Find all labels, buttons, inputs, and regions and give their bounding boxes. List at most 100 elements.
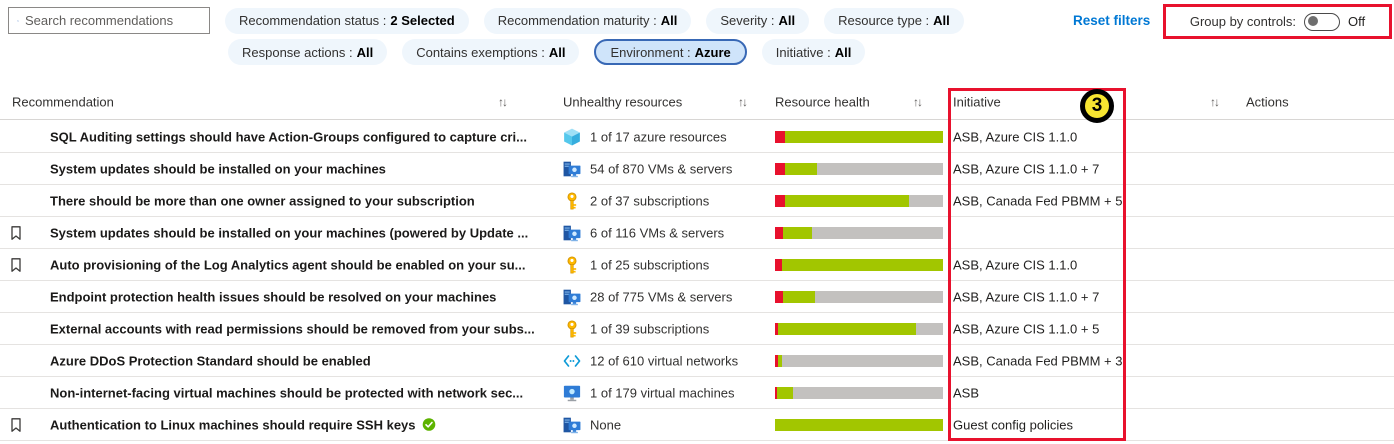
group-by-controls-annotation-box: Group by controls: Off bbox=[1163, 4, 1392, 39]
filter-value: All bbox=[548, 44, 566, 60]
filter-label: Environment : bbox=[610, 44, 691, 60]
filter-pill-severity[interactable]: Severity : All bbox=[706, 7, 810, 34]
vm-server-icon bbox=[563, 161, 581, 177]
search-input[interactable] bbox=[25, 13, 201, 28]
recommendation-title[interactable]: Azure DDoS Protection Standard should be… bbox=[50, 353, 371, 368]
resource-health-bar bbox=[775, 130, 943, 143]
table-row[interactable]: Auto provisioning of the Log Analytics a… bbox=[0, 249, 1394, 281]
sort-icon[interactable]: ↑↓ bbox=[738, 95, 748, 109]
table-row[interactable]: SQL Auditing settings should have Action… bbox=[0, 121, 1394, 153]
initiative-value: ASB, Canada Fed PBMM + 3 bbox=[953, 353, 1123, 368]
table-row[interactable]: Endpoint protection health issues should… bbox=[0, 281, 1394, 313]
group-by-controls-label: Group by controls: bbox=[1189, 14, 1297, 29]
search-box[interactable] bbox=[8, 7, 210, 34]
bookmark-icon[interactable] bbox=[8, 417, 24, 433]
verified-check-icon bbox=[421, 417, 436, 432]
unhealthy-resources-count: None bbox=[590, 417, 622, 432]
filter-value: All bbox=[834, 44, 852, 60]
resource-health-bar bbox=[775, 258, 943, 271]
virtual-machine-icon bbox=[563, 385, 581, 401]
filter-value: Azure bbox=[694, 44, 731, 60]
column-header-unhealthy-resources[interactable]: Unhealthy resources bbox=[563, 94, 683, 110]
azure-resource-icon bbox=[564, 128, 580, 145]
filter-value: All bbox=[356, 44, 374, 60]
bookmark-icon[interactable] bbox=[8, 257, 24, 273]
sort-icon[interactable]: ↑↓ bbox=[498, 95, 508, 109]
filter-label: Contains exemptions : bbox=[416, 44, 545, 60]
filter-label: Resource type : bbox=[838, 13, 930, 28]
table-row[interactable]: There should be more than one owner assi… bbox=[0, 185, 1394, 217]
virtual-network-icon bbox=[563, 354, 581, 367]
initiative-value: ASB, Azure CIS 1.1.0 + 7 bbox=[953, 289, 1100, 304]
subscription-key-icon bbox=[567, 319, 577, 338]
resource-health-bar bbox=[775, 194, 943, 207]
vm-server-icon bbox=[563, 289, 581, 305]
column-header-recommendation[interactable]: Recommendation bbox=[12, 94, 114, 110]
vm-server-icon bbox=[563, 417, 581, 433]
initiative-value: ASB, Azure CIS 1.1.0 + 5 bbox=[953, 321, 1100, 336]
recommendation-title[interactable]: SQL Auditing settings should have Action… bbox=[50, 129, 527, 144]
resource-health-bar bbox=[775, 162, 943, 175]
filter-pill-contains-exemptions[interactable]: Contains exemptions : All bbox=[402, 39, 580, 65]
unhealthy-resources-count: 1 of 25 subscriptions bbox=[590, 257, 710, 272]
resource-health-bar bbox=[775, 290, 943, 303]
unhealthy-resources-count: 6 of 116 VMs & servers bbox=[590, 225, 725, 240]
filter-value: All bbox=[660, 13, 678, 28]
recommendation-title-text: Authentication to Linux machines should … bbox=[50, 417, 416, 432]
unhealthy-resources-count: 1 of 39 subscriptions bbox=[590, 321, 710, 336]
filter-pill-recommendation-status[interactable]: Recommendation status : 2 Selected bbox=[225, 7, 469, 34]
sort-icon[interactable]: ↑↓ bbox=[1210, 95, 1220, 109]
sort-icon[interactable]: ↑↓ bbox=[913, 95, 923, 109]
filter-pill-resource-type[interactable]: Resource type : All bbox=[824, 7, 964, 34]
table-row[interactable]: Non-internet-facing virtual machines sho… bbox=[0, 377, 1394, 409]
filter-pill-recommendation-maturity[interactable]: Recommendation maturity : All bbox=[483, 7, 692, 34]
subscription-key-icon bbox=[567, 191, 577, 210]
table-row[interactable]: System updates should be installed on yo… bbox=[0, 153, 1394, 185]
column-header-initiative[interactable]: Initiative bbox=[953, 94, 1001, 110]
table-header: Recommendation ↑↓ Unhealthy resources ↑↓… bbox=[0, 85, 1394, 120]
recommendation-title[interactable]: System updates should be installed on yo… bbox=[50, 161, 386, 176]
unhealthy-resources-count: 1 of 179 virtual machines bbox=[590, 385, 735, 400]
unhealthy-resources-count: 54 of 870 VMs & servers bbox=[590, 161, 733, 176]
initiative-value: Guest config policies bbox=[953, 417, 1073, 432]
initiative-value: ASB, Azure CIS 1.1.0 bbox=[953, 257, 1078, 272]
filter-label: Initiative : bbox=[775, 44, 831, 60]
annotation-badge: 3 bbox=[1080, 89, 1114, 123]
table-row[interactable]: System updates should be installed on yo… bbox=[0, 217, 1394, 249]
bookmark-icon[interactable] bbox=[8, 225, 24, 241]
toggle-knob bbox=[1308, 16, 1319, 26]
table-row[interactable]: Authentication to Linux machines should … bbox=[0, 409, 1394, 441]
resource-health-bar bbox=[775, 226, 943, 239]
filter-label: Recommendation status : bbox=[239, 13, 387, 28]
group-by-controls-toggle[interactable] bbox=[1304, 12, 1341, 31]
recommendation-title[interactable]: Endpoint protection health issues should… bbox=[50, 289, 497, 304]
recommendation-title[interactable]: External accounts with read permissions … bbox=[50, 321, 535, 336]
vm-server-icon bbox=[563, 225, 581, 241]
filter-label: Response actions : bbox=[242, 44, 353, 60]
reset-filters-link[interactable]: Reset filters bbox=[1073, 13, 1151, 28]
filter-pill-initiative[interactable]: Initiative : All bbox=[761, 39, 866, 65]
filter-bar-row2: Response actions : All Contains exemptio… bbox=[228, 39, 866, 65]
recommendation-title[interactable]: Non-internet-facing virtual machines sho… bbox=[50, 385, 524, 400]
unhealthy-resources-count: 28 of 775 VMs & servers bbox=[590, 289, 733, 304]
filter-value: All bbox=[778, 13, 796, 28]
recommendations-table: SQL Auditing settings should have Action… bbox=[0, 121, 1394, 441]
filter-pill-environment[interactable]: Environment : Azure bbox=[594, 39, 747, 65]
column-header-resource-health[interactable]: Resource health bbox=[775, 94, 870, 110]
recommendation-title[interactable]: Auto provisioning of the Log Analytics a… bbox=[50, 257, 526, 272]
initiative-value: ASB, Canada Fed PBMM + 5 bbox=[953, 193, 1123, 208]
table-row[interactable]: External accounts with read permissions … bbox=[0, 313, 1394, 345]
recommendation-title[interactable]: Authentication to Linux machines should … bbox=[50, 417, 436, 432]
initiative-value: ASB bbox=[953, 385, 980, 400]
recommendation-title[interactable]: System updates should be installed on yo… bbox=[50, 225, 529, 240]
initiative-value: ASB, Azure CIS 1.1.0 bbox=[953, 129, 1078, 144]
filter-value: All bbox=[933, 13, 950, 28]
filter-pill-response-actions[interactable]: Response actions : All bbox=[228, 39, 388, 65]
resource-health-bar bbox=[775, 354, 943, 367]
resource-health-bar bbox=[775, 322, 943, 335]
column-header-actions[interactable]: Actions bbox=[1246, 94, 1289, 110]
recommendation-title[interactable]: There should be more than one owner assi… bbox=[50, 193, 475, 208]
table-row[interactable]: Azure DDoS Protection Standard should be… bbox=[0, 345, 1394, 377]
filter-value: 2 Selected bbox=[390, 13, 455, 28]
